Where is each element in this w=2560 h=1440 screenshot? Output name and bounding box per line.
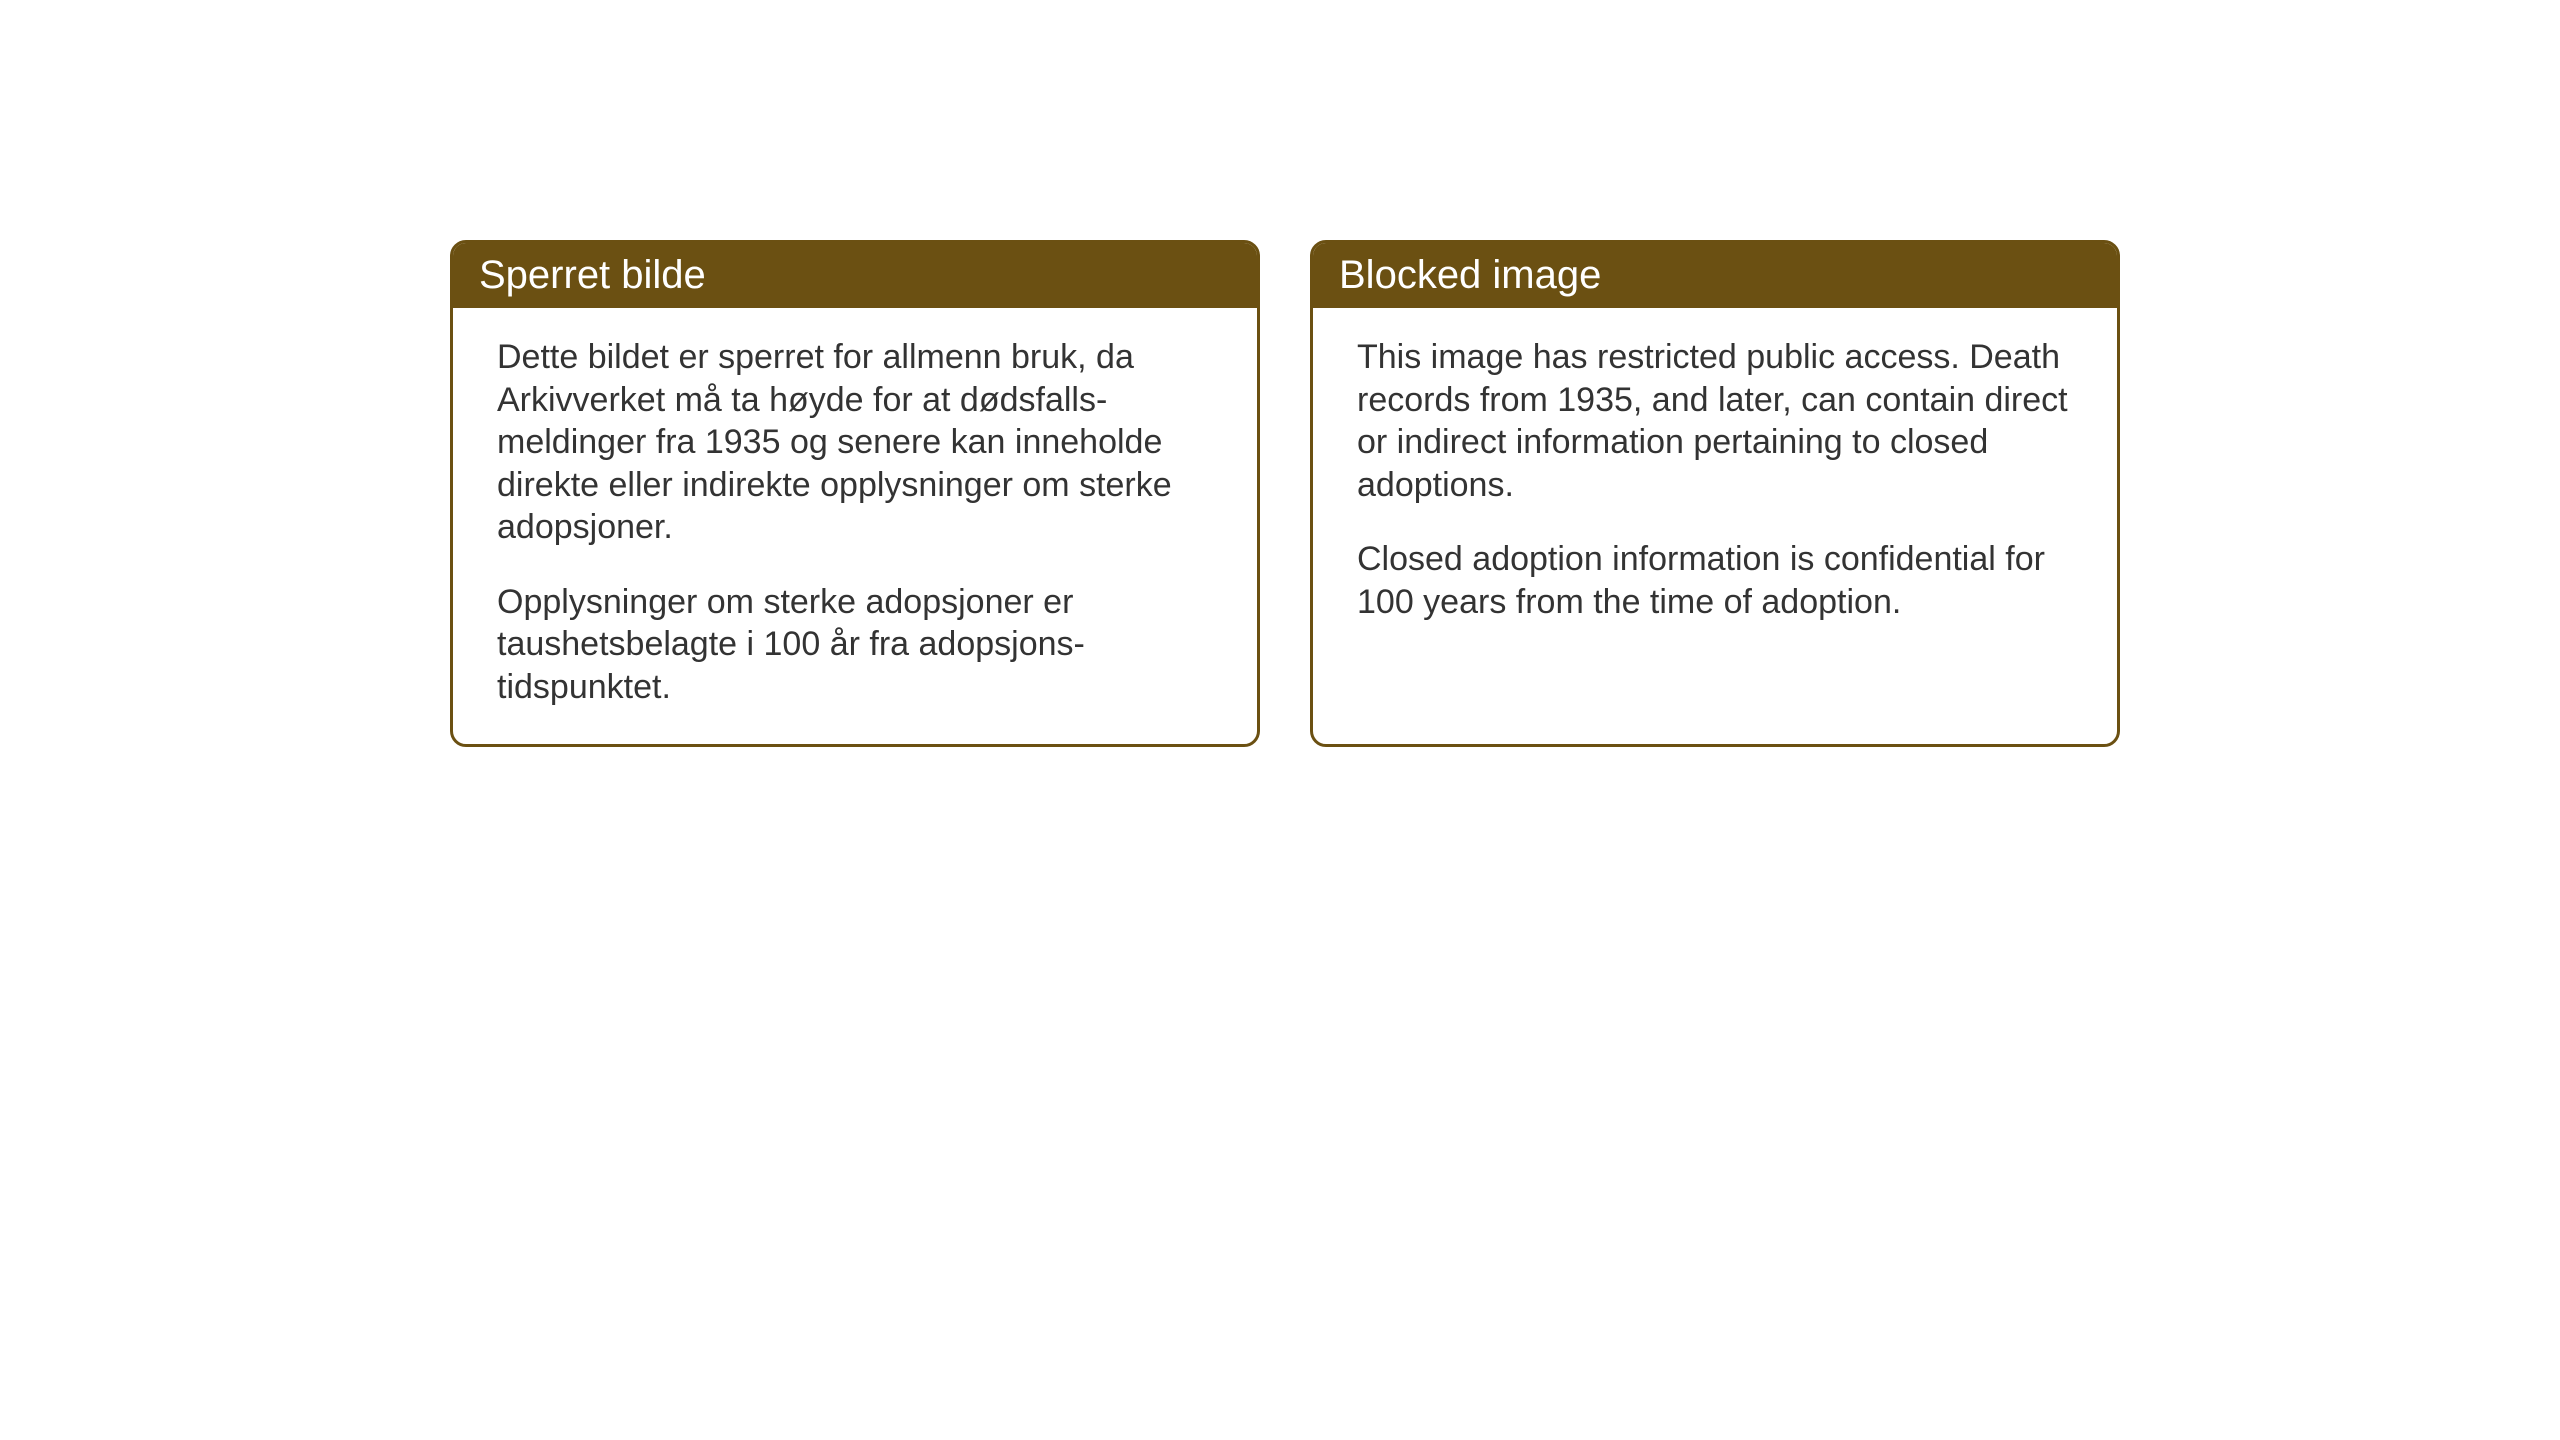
notice-body-english: This image has restricted public access.… [1313,308,2117,659]
notice-title-english: Blocked image [1339,253,1601,297]
notice-paragraph-norwegian-1: Dette bildet er sperret for allmenn bruk… [497,336,1213,549]
notice-paragraph-english-1: This image has restricted public access.… [1357,336,2073,506]
notice-paragraph-english-2: Closed adoption information is confident… [1357,538,2073,623]
notice-header-english: Blocked image [1313,243,2117,308]
notice-body-norwegian: Dette bildet er sperret for allmenn bruk… [453,308,1257,744]
notice-container: Sperret bilde Dette bildet er sperret fo… [450,240,2120,747]
notice-card-norwegian: Sperret bilde Dette bildet er sperret fo… [450,240,1260,747]
notice-title-norwegian: Sperret bilde [479,253,706,297]
notice-card-english: Blocked image This image has restricted … [1310,240,2120,747]
notice-paragraph-norwegian-2: Opplysninger om sterke adopsjoner er tau… [497,581,1213,709]
notice-header-norwegian: Sperret bilde [453,243,1257,308]
